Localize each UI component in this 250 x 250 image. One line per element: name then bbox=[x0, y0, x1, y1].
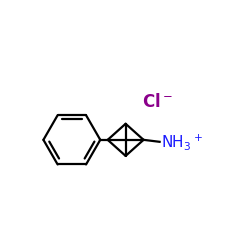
Text: NH$_3$$^+$: NH$_3$$^+$ bbox=[161, 132, 202, 152]
Text: Cl$^-$: Cl$^-$ bbox=[142, 92, 172, 110]
